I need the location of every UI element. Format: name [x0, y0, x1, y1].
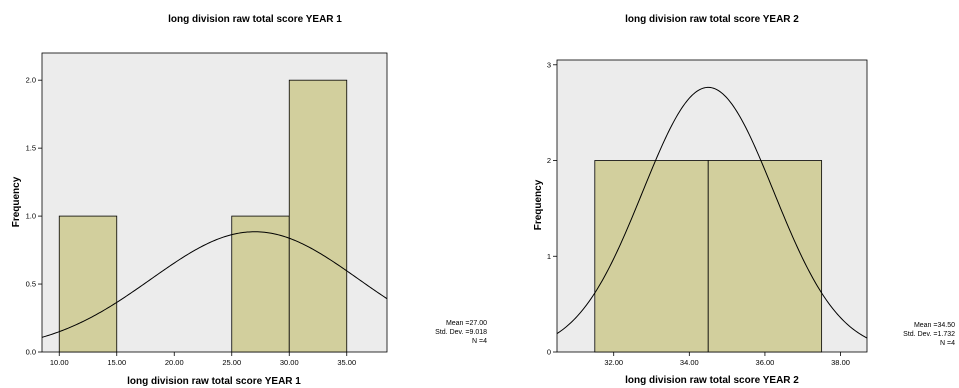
x-tick-label: 15.00 — [107, 358, 126, 367]
y-tick-label: 2.0 — [26, 76, 36, 85]
histogram-bar — [58, 215, 118, 353]
y-axis-ticks: 0 1 2 3 — [547, 60, 557, 357]
stats-sd: Std. Dev. =1.732 — [903, 331, 955, 338]
y-tick-label: 3 — [547, 60, 551, 69]
y-tick-label: 1.5 — [26, 144, 36, 153]
y-tick-label: 2 — [547, 156, 551, 165]
x-tick-label: 10.00 — [50, 358, 69, 367]
stats-box: Mean =34.50 Std. Dev. =1.732 N =4 — [903, 322, 955, 347]
histogram-year1: long division raw total score YEAR 1 10.… — [11, 14, 487, 387]
normal-curve — [41, 231, 388, 338]
normal-curve — [556, 86, 868, 339]
stats-n: N =4 — [940, 340, 955, 347]
stats-n: N =4 — [472, 338, 487, 345]
histogram-bar — [288, 79, 348, 353]
chart-title: long division raw total score YEAR 2 — [625, 14, 799, 25]
y-tick-label: 1 — [547, 252, 551, 261]
stats-mean: Mean =27.00 — [446, 320, 487, 327]
x-tick-label: 25.00 — [222, 358, 241, 367]
y-axis-label: Frequency — [533, 179, 544, 230]
histogram-bar — [231, 215, 290, 353]
x-tick-label: 35.00 — [337, 358, 356, 367]
stats-mean: Mean =34.50 — [914, 322, 955, 329]
chart-title: long division raw total score YEAR 1 — [168, 14, 342, 25]
x-tick-label: 20.00 — [165, 358, 184, 367]
histogram-year2: long division raw total score YEAR 2 32.… — [533, 14, 955, 386]
y-tick-label: 0.0 — [26, 348, 36, 357]
bars — [58, 79, 348, 353]
y-tick-label: 0 — [547, 348, 551, 357]
x-axis-ticks: 32.00 34.00 36.00 38.00 — [604, 352, 850, 367]
x-tick-label: 36.00 — [756, 358, 775, 367]
x-axis-label: long division raw total score YEAR 1 — [127, 376, 301, 387]
stats-box: Mean =27.00 Std. Dev. =9.018 N =4 — [435, 320, 487, 345]
x-tick-label: 38.00 — [831, 358, 850, 367]
y-tick-label: 0.5 — [26, 280, 36, 289]
x-tick-label: 30.00 — [280, 358, 299, 367]
x-axis-label: long division raw total score YEAR 2 — [625, 375, 799, 386]
histogram-bar — [594, 160, 709, 353]
y-tick-label: 1.0 — [26, 212, 36, 221]
y-axis-ticks: 0.0 0.5 1.0 1.5 2.0 — [26, 76, 42, 357]
bars — [594, 160, 823, 353]
x-tick-label: 34.00 — [680, 358, 699, 367]
y-axis-label: Frequency — [11, 176, 22, 227]
stats-sd: Std. Dev. =9.018 — [435, 329, 487, 336]
x-tick-label: 32.00 — [604, 358, 623, 367]
histogram-bar — [707, 160, 823, 353]
x-axis-ticks: 10.00 15.00 20.00 25.00 30.00 35.00 — [50, 352, 356, 367]
